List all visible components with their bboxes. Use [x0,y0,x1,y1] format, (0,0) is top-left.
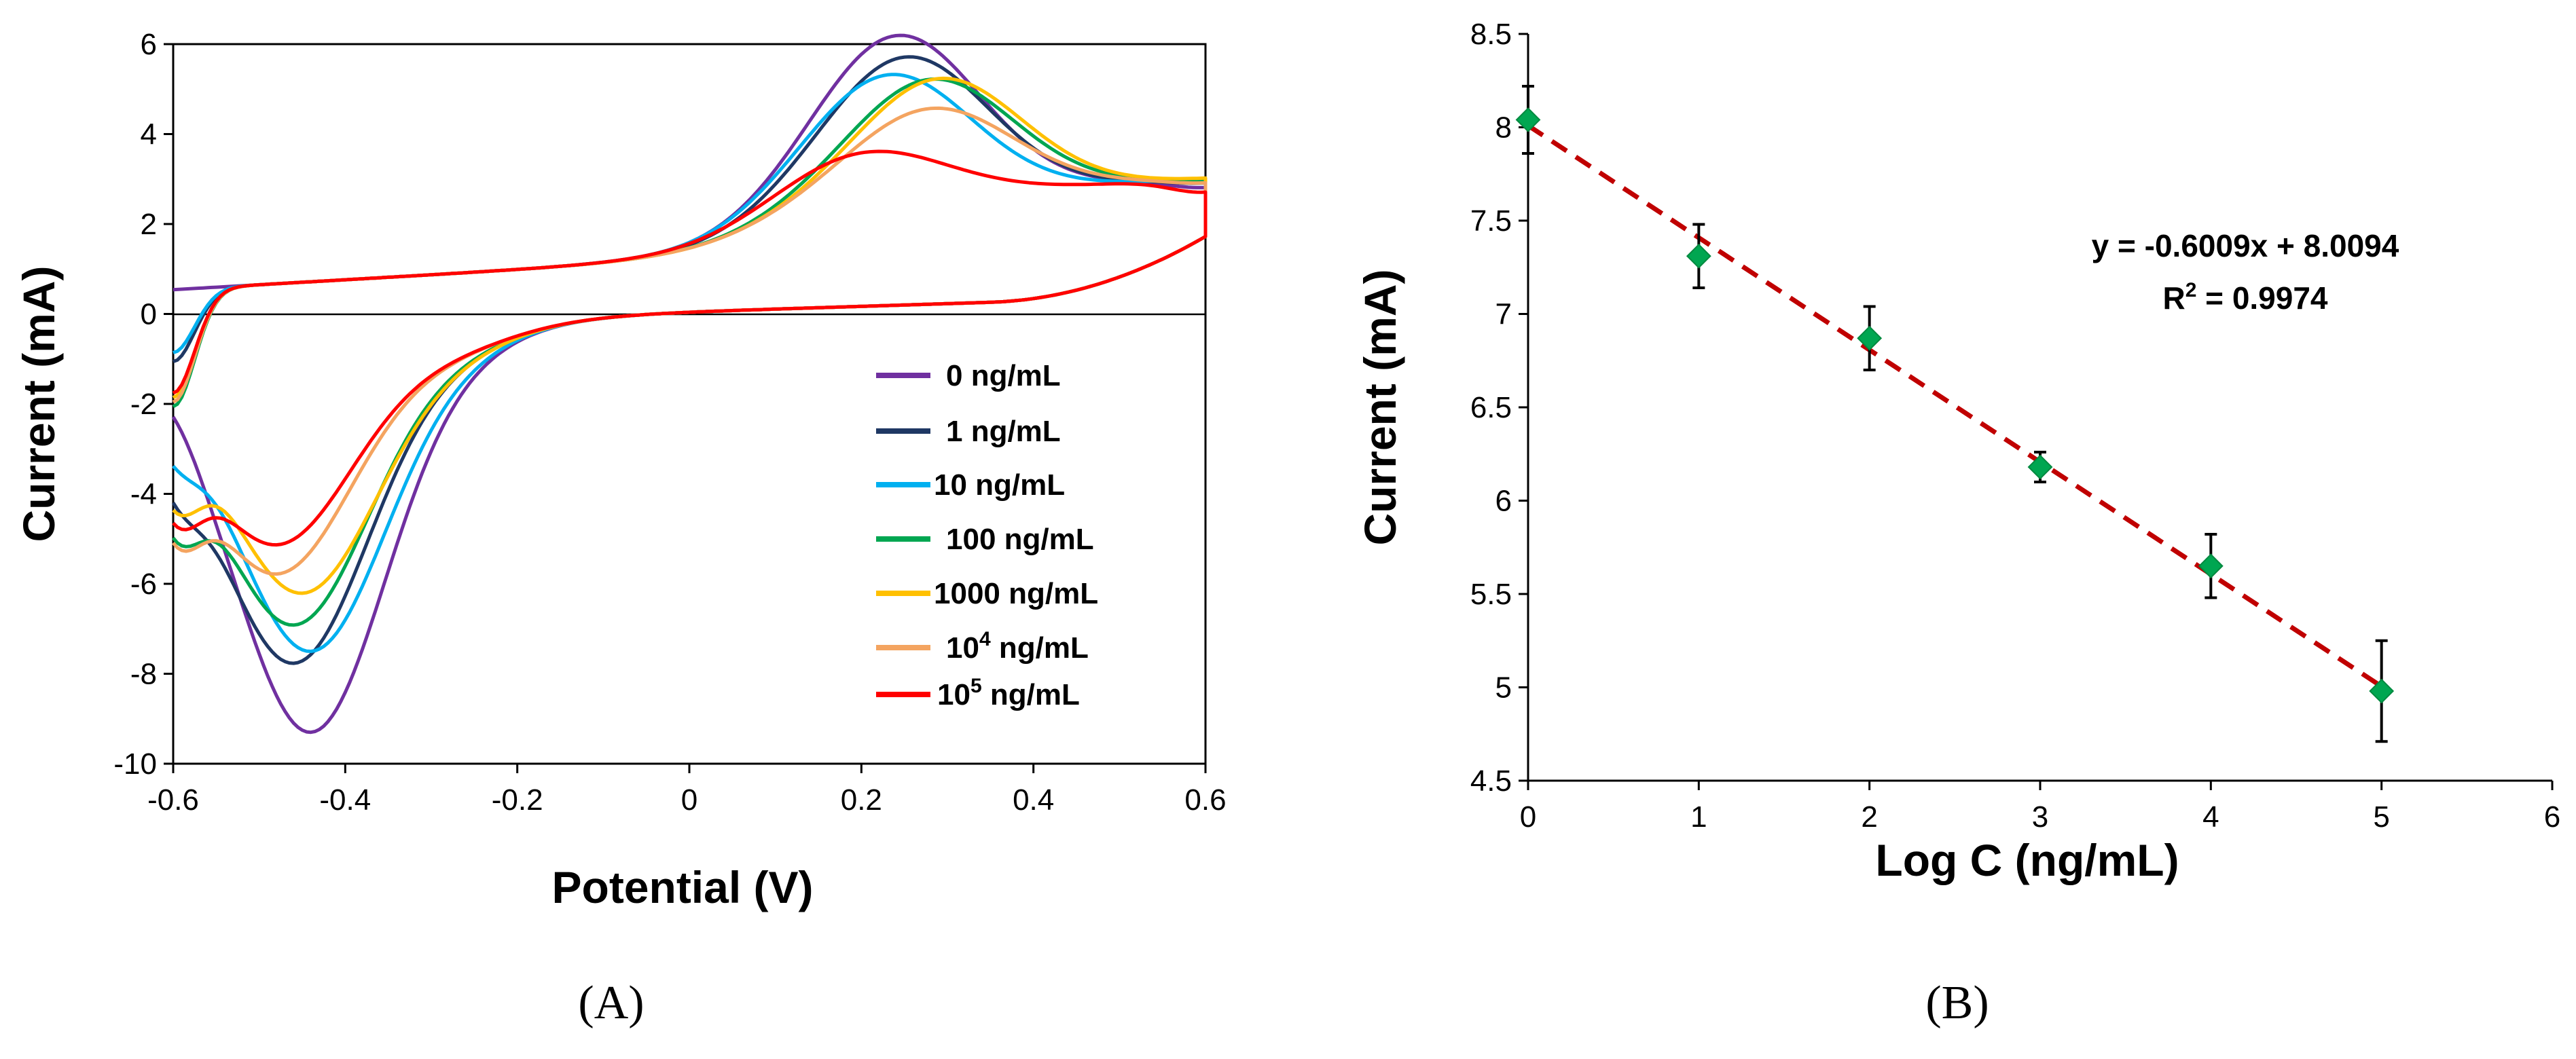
chart-a-ytick-label: 2 [141,208,157,241]
chart-a-xtick-label: 0 [681,783,697,817]
legend-label-6-unit: ng/mL [982,678,1080,711]
chart-a-y-axis-label: Current (mA) [14,266,64,542]
legend-label-6-base: 10 [937,678,970,711]
chart-b-point [2198,553,2224,579]
chart-b-xtick-label: 3 [2032,800,2048,834]
chart-a-xtick-label: 0.2 [841,783,882,817]
legend-item-6: 105 ng/mL [876,675,1080,711]
chart-a: -0.6 -0.4 -0.2 0 0.2 0.4 0.6 -10 -8 -6 -4 -2 0 2 4 6 0… [14,28,1227,1029]
chart-b-xtick-label: 0 [1520,800,1536,834]
chart-a-legend: 0 ng/mL 1 ng/mL 10 ng/mL 100 ng/mL 1000 … [876,359,1098,711]
chart-b-point [1515,107,1541,132]
chart-b-fit-group [1527,123,2383,689]
chart-b-xtick-label: 2 [1861,800,1877,834]
chart-b-ytick-label: 4.5 [1470,764,1512,798]
legend-label-6-sup: 5 [970,675,982,697]
legend-label-5-unit: ng/mL [991,631,1089,665]
chart-b-ytick-label: 7.5 [1470,204,1512,238]
chart-b-ytick-label: 6.5 [1470,391,1512,424]
chart-a-ytick-label: 6 [141,28,157,61]
chart-b-fit-equation: y = -0.6009x + 8.0094 [2092,228,2399,263]
legend-label-5-sup: 4 [979,628,991,650]
chart-b-ytick-label: 7 [1495,298,1512,331]
legend-label-5-base: 10 [946,631,979,665]
legend-label-1: 1 ng/mL [946,415,1061,448]
chart-b-xtick-label: 5 [2373,800,2389,834]
chart-b-point [1857,325,1883,351]
legend-item-1: 1 ng/mL [876,415,1061,448]
chart-b-point [1686,243,1711,269]
chart-b-fit-r2-value: = 0.9974 [2196,280,2328,316]
chart-a-ytick-label: -4 [130,478,157,511]
chart-b-fit-line [1527,123,2383,689]
chart-a-xtick-label: -0.6 [147,783,199,817]
chart-b-x-ticks: 0 1 2 3 4 5 6 [1520,781,2560,834]
chart-b-point [2027,454,2053,480]
legend-label-0: 0 ng/mL [946,359,1061,392]
chart-b-fit-r2: R2 = 0.9974 [2162,279,2327,316]
chart-b-x-axis-label: Log C (ng/mL) [1875,835,2179,885]
chart-a-ytick-label: -2 [130,388,157,421]
legend-item-3: 100 ng/mL [876,523,1094,556]
legend-label-6: 105 ng/mL [937,675,1080,711]
chart-b-xtick-label: 1 [1690,800,1707,834]
chart-a-ytick-label: 4 [141,118,157,151]
chart-a-x-axis-label: Potential (V) [551,862,813,912]
chart-a-ytick-label: -6 [130,568,157,601]
chart-a-ytick-label: -10 [113,747,157,781]
chart-b-ytick-label: 8 [1495,111,1512,145]
chart-b-y-axis-label: Current (mA) [1355,270,1405,546]
legend-label-3: 100 ng/mL [946,523,1094,556]
legend-label-5: 104 ng/mL [946,628,1089,665]
chart-b-points-group [1515,85,2395,743]
chart-b-y-ticks: 4.5 5 5.5 6 6.5 7 7.5 8 8.5 [1470,18,1528,798]
chart-b-fit-r2-sup: 2 [2185,279,2197,301]
chart-b-ytick-label: 6 [1495,485,1512,518]
legend-item-5: 104 ng/mL [876,628,1089,665]
chart-a-panel-label: (A) [578,977,644,1029]
legend-label-4: 1000 ng/mL [934,577,1098,610]
chart-a-xtick-label: 0.4 [1013,783,1054,817]
chart-b-fit-r2-symbol: R [2162,280,2185,316]
chart-a-y-ticks: -10 -8 -6 -4 -2 0 2 4 6 [113,28,173,781]
legend-item-0: 0 ng/mL [876,359,1061,392]
chart-b-point [2369,678,2395,704]
chart-b-xtick-label: 4 [2202,800,2219,834]
chart-a-series-group [171,33,1208,735]
chart-b-ytick-label: 5.5 [1470,578,1512,611]
chart-a-x-ticks: -0.6 -0.4 -0.2 0 0.2 0.4 0.6 [147,764,1227,817]
chart-a-ytick-label: -8 [130,658,157,691]
chart-b-xtick-label: 6 [2544,800,2560,834]
cv-series-6 [172,149,1208,547]
legend-item-2: 10 ng/mL [876,468,1065,502]
chart-a-xtick-label: -0.2 [492,783,543,817]
chart-b-ytick-label: 5 [1495,671,1512,705]
chart-a-xtick-label: 0.6 [1184,783,1226,817]
chart-a-xtick-label: -0.4 [319,783,371,817]
legend-label-2: 10 ng/mL [934,468,1065,502]
chart-b: 0 1 2 3 4 5 6 4.5 5 5.5 6 6.5 7 7.5 8 8.5 y = -0.6009x… [1355,18,2560,1029]
chart-a-ytick-label: 0 [141,298,157,331]
chart-b-panel-label: (B) [1925,977,1989,1029]
chart-b-ytick-label: 8.5 [1470,18,1512,51]
legend-item-4: 1000 ng/mL [876,577,1098,610]
cv-series-4 [172,76,1208,595]
